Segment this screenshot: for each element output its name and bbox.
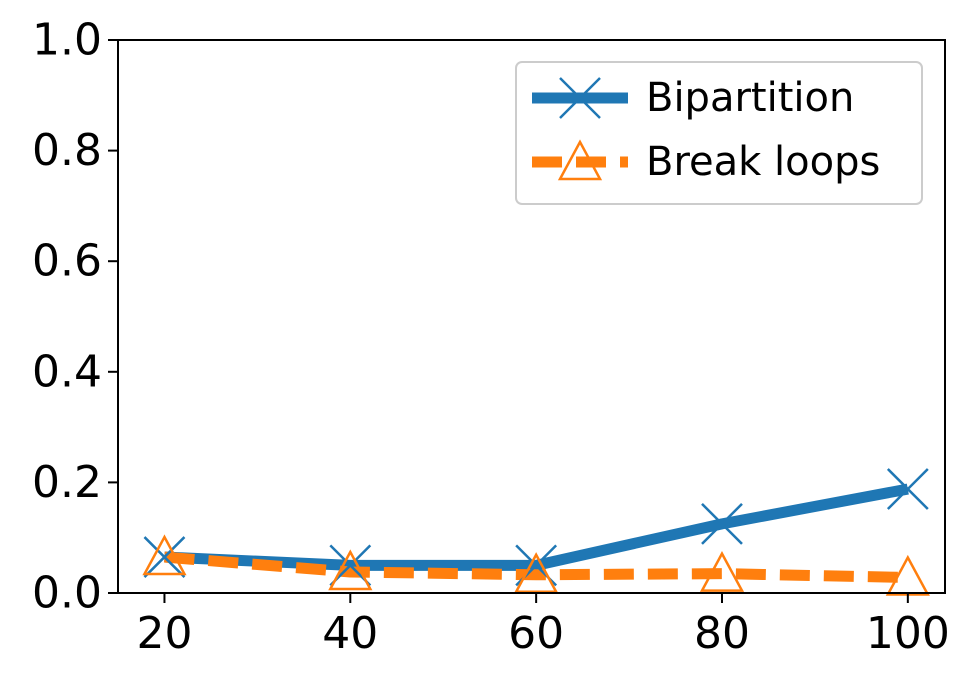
- legend-marker: [557, 139, 603, 181]
- legend: Bipartition Break loops: [515, 61, 923, 205]
- data-point-0: [143, 536, 186, 578]
- x-tick-label: 20: [136, 608, 192, 659]
- legend-entry: Bipartition: [532, 75, 854, 121]
- legend-label: Break loops: [646, 139, 880, 185]
- data-point-1: [328, 549, 373, 591]
- x-tick-label: 60: [508, 608, 564, 659]
- data-point-1: [514, 552, 559, 594]
- y-tick-label: 0.0: [32, 568, 102, 619]
- y-tick-label: 0.4: [32, 346, 102, 397]
- y-tick-label: 0.8: [32, 125, 102, 176]
- legend-entry: Break loops: [532, 139, 880, 185]
- plot-frame: [117, 39, 946, 594]
- legend-entries: Bipartition Break loops: [532, 75, 880, 185]
- data-point-0: [886, 468, 929, 510]
- y-tick-label: 0.2: [32, 457, 102, 508]
- legend-marker: [559, 77, 601, 119]
- data-point-0: [701, 502, 743, 545]
- series-line-1: [164, 551, 908, 584]
- data-point-1: [142, 534, 187, 576]
- legend-label: Bipartition: [646, 75, 854, 121]
- series-layer: [142, 468, 930, 596]
- y-tick-label: 0.6: [32, 236, 102, 287]
- y-tick-label: 1.0: [32, 15, 102, 66]
- data-point-1: [699, 551, 745, 592]
- x-tick-label: 40: [322, 608, 378, 659]
- axes-layer: 0.0 0.2 0.4 0.6 0.8 1.0 20 40 60 80 100: [32, 15, 950, 660]
- x-tick-label: 100: [866, 608, 950, 659]
- x-tick-label: 80: [694, 608, 750, 659]
